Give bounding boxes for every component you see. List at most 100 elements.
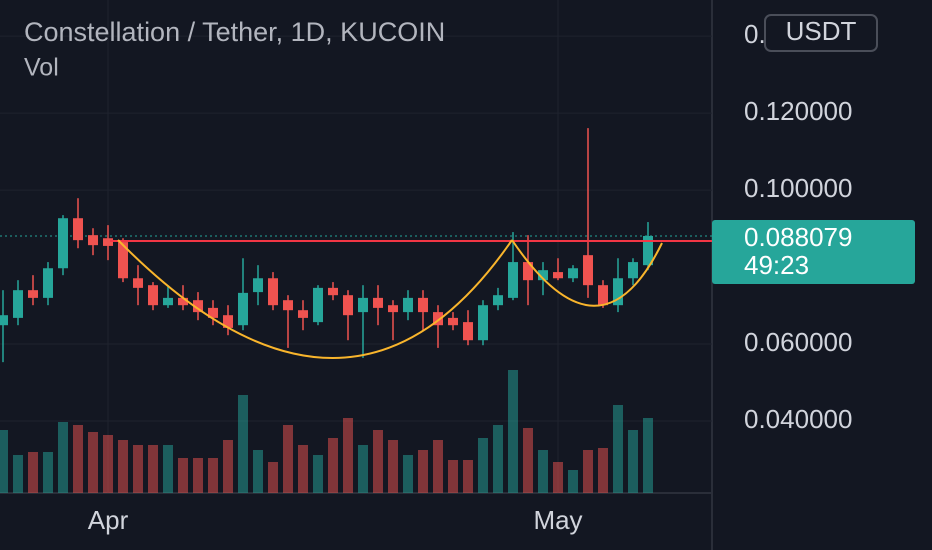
volume-bar bbox=[268, 462, 278, 493]
candle-body bbox=[433, 312, 443, 326]
last-price-box bbox=[712, 220, 915, 284]
volume-bar bbox=[328, 438, 338, 493]
candle-body bbox=[478, 305, 488, 341]
volume-bar bbox=[598, 448, 608, 493]
candle-body bbox=[538, 270, 548, 281]
candle-body bbox=[343, 295, 353, 316]
volume-bar bbox=[373, 430, 383, 493]
cup-drawing bbox=[117, 239, 513, 359]
candle-body bbox=[103, 238, 113, 246]
volume-bar bbox=[283, 425, 293, 493]
volume-bar bbox=[538, 450, 548, 493]
candle-body bbox=[283, 300, 293, 311]
volume-bar bbox=[58, 422, 68, 493]
candle-body bbox=[0, 315, 8, 326]
candle-body bbox=[268, 278, 278, 306]
volume-bar bbox=[433, 440, 443, 493]
volume-bar bbox=[613, 405, 623, 493]
volume-bar bbox=[238, 395, 248, 493]
volume-bar bbox=[163, 445, 173, 493]
candle-body bbox=[208, 307, 218, 318]
candle-body bbox=[643, 235, 653, 266]
volume-bar bbox=[508, 370, 518, 493]
candle-body bbox=[358, 297, 368, 313]
candle-body bbox=[628, 262, 638, 279]
volume-bar bbox=[583, 450, 593, 493]
candle-body bbox=[523, 262, 533, 281]
volume-bar bbox=[628, 430, 638, 493]
volume-bar bbox=[478, 438, 488, 493]
handle-drawing bbox=[511, 239, 663, 307]
volume-bar bbox=[523, 428, 533, 493]
volume-bar bbox=[28, 452, 38, 493]
volume-bar bbox=[643, 418, 653, 493]
volume-bar bbox=[223, 440, 233, 493]
candle-body bbox=[568, 268, 578, 279]
candle-body bbox=[553, 272, 563, 279]
candle-body bbox=[163, 297, 173, 306]
candle-body bbox=[508, 262, 518, 298]
candle-body bbox=[13, 290, 23, 318]
volume-bar bbox=[43, 452, 53, 493]
volume-bar bbox=[358, 445, 368, 493]
candles bbox=[0, 128, 653, 363]
volume-bar bbox=[448, 460, 458, 493]
candle-body bbox=[298, 310, 308, 318]
candle-body bbox=[133, 278, 143, 288]
candle-body bbox=[403, 297, 413, 313]
y-tick-label: 0.060000 bbox=[744, 327, 852, 357]
volume-bar bbox=[0, 430, 8, 493]
volume-bar bbox=[463, 460, 473, 493]
volume-label: Vol bbox=[24, 54, 59, 82]
volume-bar bbox=[388, 440, 398, 493]
volume-bar bbox=[313, 455, 323, 493]
candle-body bbox=[238, 292, 248, 326]
y-tick-label: 0.100000 bbox=[744, 173, 852, 203]
candle-body bbox=[73, 218, 83, 241]
volume-bar bbox=[148, 445, 158, 493]
volume-bar bbox=[553, 462, 563, 493]
candle-body bbox=[313, 287, 323, 323]
candle-body bbox=[463, 322, 473, 341]
volume-bar bbox=[493, 425, 503, 493]
volume-bar bbox=[208, 458, 218, 493]
candle-body bbox=[388, 305, 398, 313]
candle-body bbox=[148, 285, 158, 306]
candle-body bbox=[373, 297, 383, 308]
candle-body bbox=[88, 235, 98, 246]
candle-body bbox=[418, 297, 428, 313]
candle-body bbox=[223, 315, 233, 328]
x-tick-label: Apr bbox=[88, 505, 129, 535]
candle-body bbox=[448, 317, 458, 326]
volume-bar bbox=[403, 455, 413, 493]
volume-bar bbox=[253, 450, 263, 493]
volume-bar bbox=[343, 418, 353, 493]
candle-body bbox=[613, 278, 623, 306]
currency-button[interactable] bbox=[764, 14, 878, 52]
last-price-label: 0.088079 bbox=[744, 222, 852, 252]
volume-bar bbox=[418, 450, 428, 493]
volume-bar bbox=[103, 435, 113, 493]
grid bbox=[0, 0, 712, 493]
volume-bar bbox=[133, 445, 143, 493]
candle-body bbox=[58, 218, 68, 269]
chart-title: Constellation / Tether, 1D, KUCOIN bbox=[24, 17, 445, 47]
volume-bar bbox=[73, 425, 83, 493]
x-tick-label: May bbox=[533, 505, 582, 535]
volume-bar bbox=[118, 440, 128, 493]
currency-label[interactable]: USDT bbox=[786, 16, 857, 46]
volume-bar bbox=[193, 458, 203, 493]
candle-body bbox=[178, 297, 188, 306]
candle-body bbox=[253, 278, 263, 293]
volume-bar bbox=[88, 432, 98, 493]
countdown: 49:23 bbox=[744, 250, 809, 280]
volume-bar bbox=[178, 458, 188, 493]
y-tick-label: 0.120000 bbox=[744, 96, 852, 126]
candle-body bbox=[493, 295, 503, 306]
y-tick-label: 0.040000 bbox=[744, 404, 852, 434]
volume-bar bbox=[298, 445, 308, 493]
candle-body bbox=[28, 290, 38, 298]
volume-bars bbox=[0, 370, 653, 493]
